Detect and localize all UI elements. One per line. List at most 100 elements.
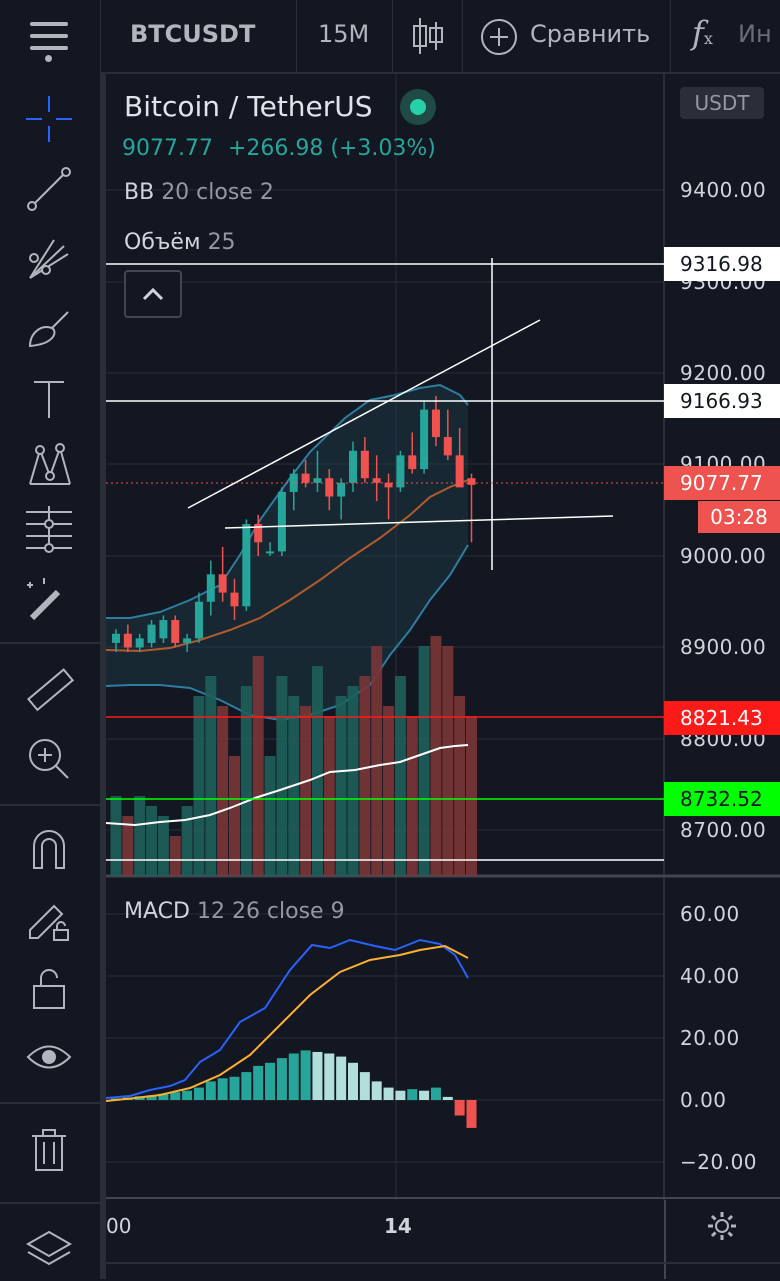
macd-hist-bar [300, 1050, 311, 1100]
text-icon[interactable] [24, 374, 74, 424]
trash-icon[interactable] [24, 1126, 74, 1176]
macd-hist-bar [383, 1087, 394, 1100]
currency-badge[interactable]: USDT [680, 87, 764, 119]
axis-tick: 8700.00 [680, 818, 767, 842]
symbol-button[interactable]: BTCUSDT [130, 20, 256, 48]
macd-hist-bar [466, 1100, 477, 1128]
axis-tick: 9400.00 [680, 178, 767, 202]
brush-icon[interactable] [24, 304, 74, 354]
eye-icon[interactable] [24, 1032, 74, 1082]
volume-bar [157, 816, 169, 876]
volume-bar [454, 696, 466, 876]
indicators-button[interactable]: Ин [738, 20, 772, 48]
chevron-up-icon [142, 287, 164, 301]
volume-bar [323, 716, 335, 876]
volume-legend-name: Объём [124, 230, 201, 255]
bottom-status-strip [106, 1262, 780, 1281]
volume-bar [311, 666, 323, 876]
price-tag-9316[interactable]: 9316.98 [664, 247, 780, 281]
macd-legend-name: MACD [124, 899, 190, 924]
compare-add-icon[interactable] [480, 18, 518, 56]
volume-legend-params: 25 [207, 230, 236, 255]
candle-body [277, 491, 286, 552]
macd-hist-bar [217, 1078, 228, 1100]
volume-bar [359, 676, 371, 876]
macd-hist-bar [288, 1053, 299, 1100]
pitchfork-icon[interactable] [24, 234, 74, 284]
bollinger-upper [106, 383, 469, 619]
macd-hist-bar [241, 1072, 252, 1100]
candle-type-icon[interactable] [408, 16, 448, 56]
price-tag-9166[interactable]: 9166.93 [664, 384, 780, 418]
macd-axis-tick: 20.00 [680, 1026, 740, 1050]
zoom-icon[interactable] [24, 734, 74, 784]
macd-hist-bar [324, 1053, 335, 1100]
macd-hist-bar [229, 1076, 240, 1100]
settings-gear-icon[interactable] [706, 1210, 738, 1242]
macd-hist-bar [359, 1072, 370, 1100]
macd-hist-bar [419, 1090, 430, 1100]
price-chart[interactable] [106, 74, 780, 1279]
candle-body [206, 574, 215, 602]
trend-line-icon[interactable] [24, 164, 74, 214]
price-tag-8732[interactable]: 8732.52 [664, 782, 780, 816]
unlock-icon[interactable] [24, 964, 74, 1014]
volume-bar [383, 706, 395, 876]
macd-hist-bar [348, 1062, 358, 1100]
candle-body [301, 473, 310, 483]
axis-tick: 8900.00 [680, 635, 767, 659]
legend-title: Bitcoin / TetherUS [124, 90, 373, 123]
volume-bar [418, 646, 430, 876]
volume-bar [240, 686, 252, 876]
drawing-toolbar [0, 72, 106, 1279]
volume-bar [217, 706, 229, 876]
price-tag-8821[interactable]: 8821.43 [664, 701, 780, 735]
time-tick: 00 [106, 1214, 132, 1238]
volume-bar [335, 696, 347, 876]
volume-bar [193, 696, 205, 876]
volume-bar [300, 706, 312, 876]
candles [112, 395, 476, 653]
compare-button[interactable]: Сравнить [530, 20, 651, 48]
ruler-icon[interactable] [24, 666, 74, 716]
lock-drawing-icon[interactable] [24, 894, 74, 944]
macd-signal-line [106, 944, 469, 1102]
fib-icon[interactable] [24, 504, 74, 554]
top-toolbar: BTCUSDT 15M Сравнить fx Ин [0, 0, 780, 74]
magic-icon[interactable] [24, 574, 74, 624]
macd-hist-bar [265, 1062, 276, 1100]
candle-body [420, 409, 429, 470]
market-status-icon[interactable] [400, 89, 436, 125]
volume-bar [347, 686, 359, 876]
candle-body [360, 450, 369, 479]
candle-body [384, 482, 393, 488]
volume-bar [394, 676, 406, 876]
trend-line-lower [224, 515, 614, 529]
collapse-legend-button[interactable] [124, 270, 182, 318]
volume-bars [110, 636, 477, 876]
candle-body [408, 455, 417, 470]
macd-legend[interactable]: MACD 12 26 close 9 [124, 899, 345, 924]
candle-body [218, 574, 227, 593]
macd-hist-bar [193, 1087, 204, 1100]
candle-body [147, 624, 156, 643]
macd-hist-bar [430, 1087, 441, 1100]
bb-legend-name: BB [124, 180, 155, 205]
volume-ma-line [106, 744, 469, 827]
bb-legend[interactable]: BB 20 close 2 [124, 180, 274, 205]
layers-icon[interactable] [24, 1224, 74, 1274]
candle-body [372, 478, 381, 483]
macd-histogram [111, 1050, 477, 1128]
candle-body [349, 450, 357, 483]
macd-axis-tick: 60.00 [680, 902, 740, 926]
interval-button[interactable]: 15M [318, 20, 370, 48]
crosshair-icon[interactable] [24, 94, 74, 144]
volume-bar [442, 646, 454, 876]
volume-legend[interactable]: Объём 25 [124, 230, 236, 255]
candle-body [183, 638, 192, 643]
menu-icon[interactable] [30, 22, 68, 62]
pattern-icon[interactable] [24, 442, 74, 492]
indicators-icon[interactable]: fx [692, 14, 713, 52]
magnet-icon[interactable] [24, 824, 74, 874]
macd-line [106, 938, 469, 1099]
